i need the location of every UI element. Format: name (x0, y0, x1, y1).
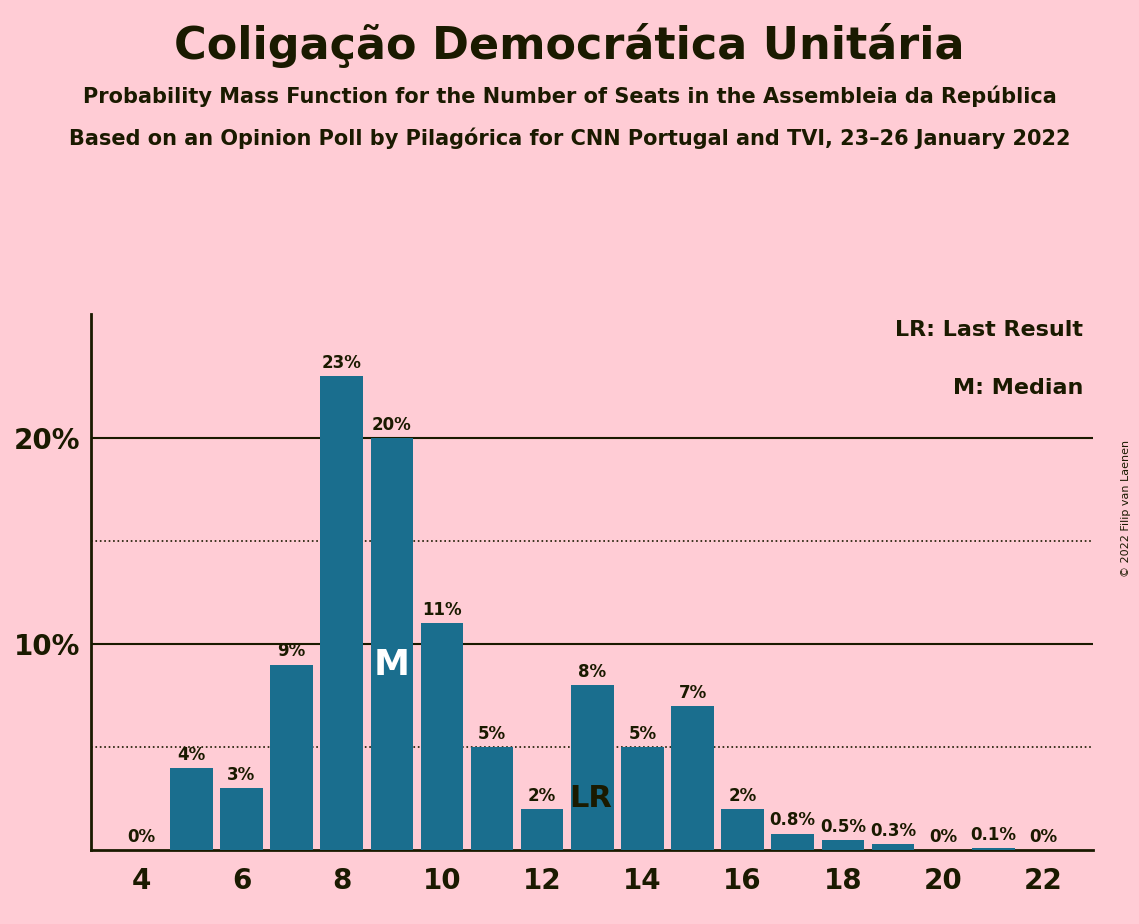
Bar (771, 833, 814, 850)
Text: M: Median: M: Median (953, 379, 1083, 398)
Text: 8%: 8% (579, 663, 606, 681)
Bar (571, 686, 614, 850)
Text: 20%: 20% (372, 416, 411, 433)
Text: Based on an Opinion Poll by Pilagórica for CNN Portugal and TVI, 23–26 January 2: Based on an Opinion Poll by Pilagórica f… (68, 128, 1071, 149)
Text: 0%: 0% (1030, 828, 1057, 846)
Text: Coligação Democrática Unitária: Coligação Democrática Unitária (174, 23, 965, 68)
Text: Probability Mass Function for the Number of Seats in the Assembleia da República: Probability Mass Function for the Number… (83, 85, 1056, 106)
Bar (721, 808, 764, 850)
Text: 3%: 3% (228, 766, 255, 784)
Bar (170, 768, 213, 850)
Bar (871, 844, 915, 850)
Text: 4%: 4% (178, 746, 205, 763)
Text: LR: Last Result: LR: Last Result (895, 320, 1083, 339)
Bar (470, 747, 514, 850)
Bar (521, 808, 564, 850)
Bar (220, 788, 263, 850)
Text: 0.8%: 0.8% (770, 811, 816, 830)
Text: 5%: 5% (478, 725, 506, 743)
Bar (320, 376, 363, 850)
Text: 11%: 11% (423, 602, 461, 619)
Bar (370, 438, 413, 850)
Text: 2%: 2% (729, 786, 756, 805)
Text: M: M (374, 648, 410, 682)
Text: 0.3%: 0.3% (870, 821, 916, 840)
Bar (821, 840, 865, 850)
Text: 0%: 0% (929, 828, 957, 846)
Text: 0%: 0% (128, 828, 155, 846)
Text: 7%: 7% (679, 684, 706, 701)
Bar (420, 624, 464, 850)
Text: 0.1%: 0.1% (970, 826, 1016, 844)
Bar (972, 848, 1015, 850)
Text: LR: LR (570, 784, 613, 813)
Text: 23%: 23% (321, 354, 362, 371)
Text: 5%: 5% (629, 725, 656, 743)
Bar (270, 664, 313, 850)
Text: 2%: 2% (528, 786, 556, 805)
Bar (671, 706, 714, 850)
Text: 0.5%: 0.5% (820, 818, 866, 835)
Bar (621, 747, 664, 850)
Text: © 2022 Filip van Laenen: © 2022 Filip van Laenen (1121, 440, 1131, 577)
Text: 9%: 9% (278, 642, 305, 661)
